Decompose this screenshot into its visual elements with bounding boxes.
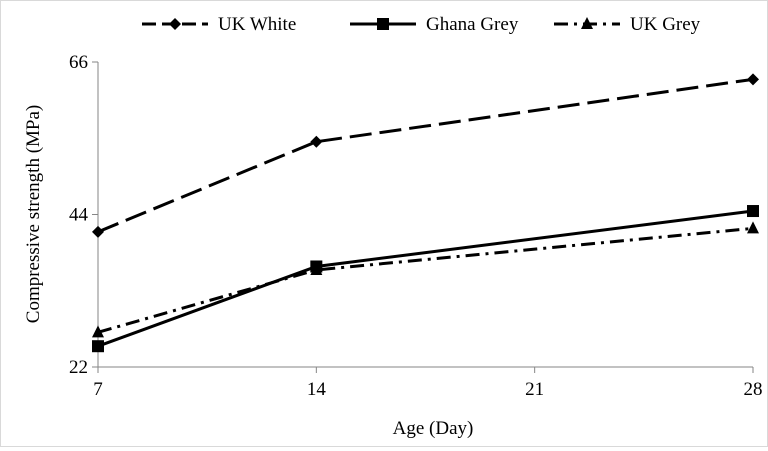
- legend-marker: [377, 18, 389, 30]
- y-axis-title: Compressive strength (MPa): [23, 105, 44, 323]
- y-tick-label: 22: [69, 357, 88, 378]
- legend-label: UK Grey: [630, 14, 701, 35]
- data-point: [310, 135, 323, 148]
- data-point: [92, 340, 104, 353]
- series-line: [97, 77, 754, 234]
- series-layer: [92, 73, 759, 353]
- legend-item: Ghana Grey: [350, 14, 519, 35]
- series-line: [97, 209, 754, 348]
- legend-item: UK Grey: [554, 14, 701, 35]
- legend-marker: [169, 18, 181, 30]
- legend-label: Ghana Grey: [426, 14, 519, 35]
- data-point: [92, 325, 104, 338]
- series-uk-white: [92, 73, 759, 238]
- legend-label: UK White: [218, 14, 296, 35]
- data-point: [92, 225, 104, 238]
- y-tick-label: 44: [69, 205, 89, 226]
- data-point: [747, 73, 759, 86]
- series-uk-grey: [92, 221, 759, 338]
- legend-item: UK White: [142, 14, 296, 35]
- x-axis-title: Age (Day): [393, 418, 474, 439]
- x-tick-label: 21: [525, 379, 544, 400]
- series-line: [97, 226, 754, 334]
- data-point: [747, 221, 759, 234]
- series-ghana-grey: [92, 205, 759, 353]
- data-point: [747, 205, 759, 218]
- legend: UK White Ghana Grey UK Grey: [142, 14, 701, 35]
- x-tick-label: 28: [744, 379, 763, 400]
- x-tick-label: 14: [307, 379, 327, 400]
- axes: 22 44 66 7 14 21 28: [69, 52, 763, 400]
- x-tick-label: 7: [93, 379, 103, 400]
- y-tick-label: 66: [69, 52, 88, 73]
- legend-marker: [581, 17, 593, 29]
- data-point: [310, 262, 323, 275]
